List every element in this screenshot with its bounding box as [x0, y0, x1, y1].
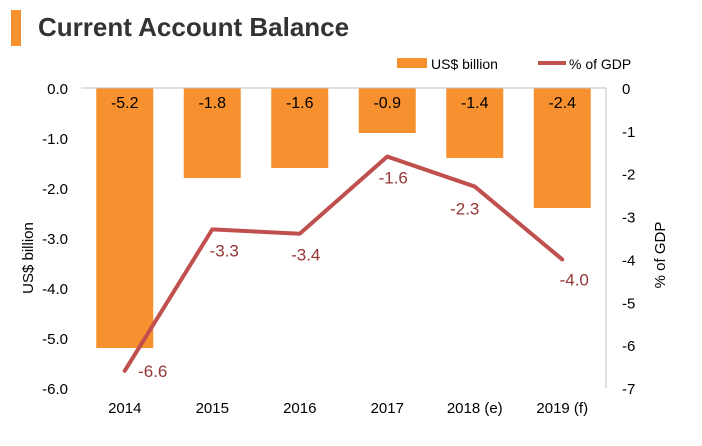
- line-data-label: -4.0: [560, 270, 589, 289]
- left-tick-label: -5.0: [42, 331, 68, 348]
- line-data-label: -3.3: [210, 241, 239, 260]
- bar-data-label: -1.6: [286, 95, 314, 112]
- line-data-label: -6.6: [138, 362, 167, 381]
- left-tick-label: 0.0: [47, 81, 68, 98]
- legend-swatch-bar: [397, 58, 427, 68]
- chart-title: Current Account Balance: [38, 12, 350, 42]
- line-data-label: -2.3: [450, 200, 479, 219]
- left-tick-label: -1.0: [42, 131, 68, 148]
- bar-2019 (f): [533, 88, 591, 208]
- x-tick-label: 2018 (e): [447, 400, 503, 417]
- right-tick-label: -6: [622, 338, 635, 355]
- bars-layer: [96, 88, 591, 348]
- labels-layer: -5.2 -1.8 -1.6 -0.9 -1.4 -2.4 -6.6 -3.3 -3.4 -1.6…: [111, 95, 589, 381]
- title-accent-bar: [11, 10, 21, 46]
- legend-label-bar: US$ billion: [431, 56, 498, 72]
- right-tick-label: -4: [622, 252, 635, 269]
- x-tick-label: 2015: [196, 400, 229, 417]
- left-tick-label: -2.0: [42, 181, 68, 198]
- bar-2015: [183, 88, 241, 178]
- legend-label-line: % of GDP: [569, 56, 631, 72]
- left-axis-title: US$ billion: [20, 222, 37, 294]
- bar-data-label: -2.4: [548, 95, 576, 112]
- line-data-label: -3.4: [291, 246, 320, 265]
- left-tick-label: -4.0: [42, 281, 68, 298]
- line-data-label: -1.6: [379, 169, 408, 188]
- bar-data-label: -5.2: [111, 95, 139, 112]
- x-tick-label: 2014: [108, 400, 141, 417]
- bar-data-label: -0.9: [373, 95, 401, 112]
- bar-2017: [358, 88, 416, 133]
- gdp-line: [122, 154, 565, 373]
- right-tick-label: -7: [622, 381, 635, 398]
- left-tick-label: -6.0: [42, 381, 68, 398]
- right-tick-label: -2: [622, 167, 635, 184]
- bar-2016: [271, 88, 329, 168]
- bar-2014: [96, 88, 154, 348]
- right-tick-label: -1: [622, 124, 635, 141]
- left-tick-label: -3.0: [42, 231, 68, 248]
- right-tick-label: 0: [622, 81, 630, 98]
- x-tick-label: 2019 (f): [536, 400, 588, 417]
- right-tick-label: -3: [622, 210, 635, 227]
- legend: US$ billion % of GDP: [397, 56, 631, 72]
- right-tick-label: -5: [622, 295, 635, 312]
- right-axis-title: % of GDP: [652, 222, 669, 289]
- line-layer: [122, 154, 565, 373]
- x-tick-label: 2016: [283, 400, 316, 417]
- bar-data-label: -1.8: [198, 95, 226, 112]
- bar-data-label: -1.4: [461, 95, 489, 112]
- x-tick-label: 2017: [371, 400, 404, 417]
- bar-2018 (e): [446, 88, 504, 158]
- axes-layer: 0.0 -1.0 -2.0 -3.0 -4.0 -5.0 -6.0 0 -1 -2 -3 -4 -5 -6…: [20, 81, 669, 417]
